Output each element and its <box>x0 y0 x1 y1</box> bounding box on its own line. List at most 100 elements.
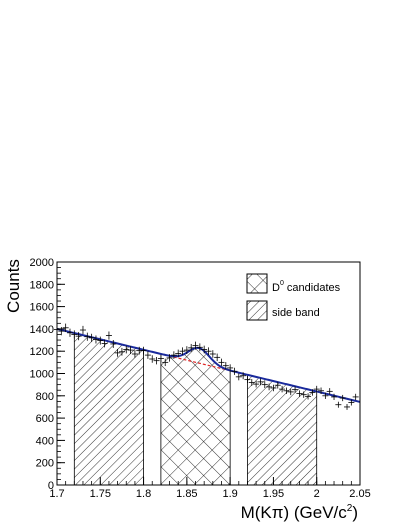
data-point <box>183 346 190 354</box>
data-point <box>110 339 117 348</box>
x-axis-title: M(Kπ) (GeV/c2) <box>241 503 358 522</box>
data-point <box>270 384 277 392</box>
x-tick-label: 1.8 <box>136 488 151 500</box>
data-point <box>227 364 234 372</box>
data-point <box>318 387 325 395</box>
y-tick-label: 200 <box>36 458 54 470</box>
x-axis-title-sup: 2 <box>347 503 353 514</box>
data-point <box>140 346 147 355</box>
y-axis-title: Counts <box>4 259 23 313</box>
data-point <box>66 328 73 337</box>
data-point <box>209 350 216 358</box>
data-point <box>162 358 169 367</box>
data-point <box>179 347 186 356</box>
data-point <box>339 394 346 402</box>
x-tick-label: 1.95 <box>263 488 284 500</box>
data-point <box>305 393 312 400</box>
y-tick-label: 1000 <box>30 369 54 381</box>
data-point <box>335 401 342 408</box>
data-point <box>157 354 164 363</box>
total-fit-curve <box>57 327 360 403</box>
data-point <box>352 393 359 401</box>
shaded-region-side-band-0 <box>73 332 144 485</box>
x-tick-label: 1.7 <box>49 488 64 500</box>
data-point <box>257 378 264 386</box>
data-point <box>326 388 333 395</box>
data-point <box>105 331 112 340</box>
data-point <box>322 392 329 399</box>
x-axis-title-main: M(Kπ) (GeV/c <box>241 503 348 522</box>
data-point <box>88 333 95 342</box>
data-point <box>188 343 195 352</box>
data-point <box>131 350 138 358</box>
data-point <box>331 393 338 401</box>
data-point <box>149 355 156 363</box>
data-point <box>231 367 238 375</box>
data-point <box>222 362 229 370</box>
data-point <box>62 323 69 332</box>
data-point <box>196 343 203 352</box>
data-point <box>266 383 273 391</box>
x-axis-title-tail: ) <box>352 503 358 522</box>
data-point <box>348 399 355 406</box>
data-point <box>166 354 173 362</box>
data-point <box>92 335 99 344</box>
data-point <box>344 404 351 410</box>
fit-curves <box>57 327 360 403</box>
data-point <box>218 358 225 367</box>
legend-label-d0-tail: candidates <box>284 282 341 294</box>
data-point <box>235 373 242 381</box>
data-point <box>192 341 199 350</box>
data-point <box>201 345 208 354</box>
data-point <box>274 381 281 389</box>
y-tick-label: 600 <box>36 413 54 425</box>
data-point <box>205 347 212 356</box>
data-point <box>214 353 221 362</box>
y-tick-label: 1600 <box>30 302 54 314</box>
data-points <box>54 323 359 410</box>
data-point <box>79 325 86 335</box>
data-point <box>175 349 182 358</box>
data-point <box>240 372 247 380</box>
data-point <box>71 330 78 339</box>
data-point <box>309 389 316 396</box>
data-point <box>118 347 125 356</box>
y-tick-label: 800 <box>36 391 54 403</box>
legend-swatch-d0-candidates <box>246 273 268 294</box>
data-point <box>292 386 299 393</box>
y-tick-label: 0 <box>48 480 54 492</box>
y-tick-label: 2000 <box>30 257 54 269</box>
data-point <box>313 385 320 393</box>
y-tick-label: 1400 <box>30 324 54 336</box>
x-axis: 1.7 1.75 1.8 1.85 1.9 1.95 2 2.05 <box>49 477 371 500</box>
data-point <box>253 380 260 388</box>
data-point <box>283 387 290 395</box>
data-point <box>123 345 130 354</box>
x-tick-label: 1.75 <box>90 488 111 500</box>
data-point <box>296 390 303 397</box>
legend-label-d0-main: D <box>272 282 280 294</box>
x-tick-label: 1.85 <box>176 488 197 500</box>
data-point <box>97 336 104 345</box>
legend-swatch-side-band <box>246 300 268 321</box>
data-point <box>101 339 108 348</box>
data-point <box>114 349 121 357</box>
shaded-regions <box>73 332 318 485</box>
data-point <box>248 379 255 386</box>
x-tick-label: 2 <box>314 488 320 500</box>
y-tick-label: 1200 <box>30 346 54 358</box>
y-tick-label: 1800 <box>30 279 54 291</box>
data-point <box>279 385 286 393</box>
data-point <box>287 388 294 396</box>
data-point <box>153 356 160 365</box>
data-point <box>127 346 134 354</box>
x-tick-label: 2.05 <box>349 488 370 500</box>
legend: D0 candidates side band <box>246 273 341 321</box>
y-axis: 0 200 400 600 800 1000 1200 1400 1600 1800 2000 <box>30 257 65 492</box>
data-point <box>84 332 91 341</box>
y-tick-label: 400 <box>36 435 54 447</box>
legend-label-side-band: side band <box>272 307 320 319</box>
data-point <box>244 376 251 384</box>
data-point <box>170 351 177 359</box>
